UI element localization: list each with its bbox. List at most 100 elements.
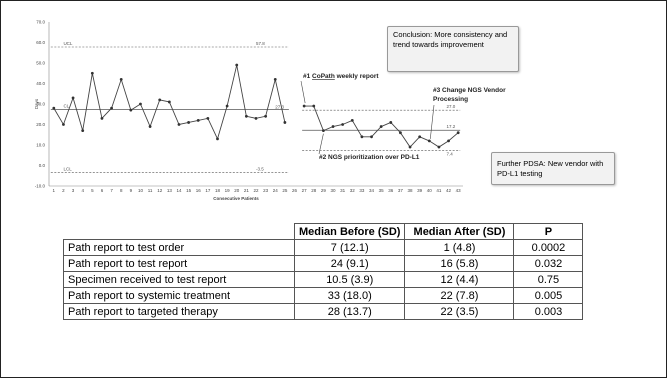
data-point — [100, 116, 104, 120]
median-before-value: 7 (12.1) — [293, 239, 406, 256]
x-tick-label: 33 — [359, 188, 365, 193]
data-point — [119, 78, 123, 81]
x-tick-label: 43 — [456, 188, 462, 193]
table-header-row: Median Before (SD) Median After (SD) P — [63, 223, 584, 240]
p-value: 0.75 — [513, 271, 584, 288]
x-tick-label: 18 — [215, 188, 221, 193]
data-point — [81, 129, 85, 133]
x-tick-label: 27 — [302, 188, 308, 193]
data-point — [312, 104, 316, 108]
ucl-tag-after: 27.0 — [447, 104, 456, 109]
x-tick-label: 25 — [282, 188, 288, 193]
x-tick-label: 1 — [53, 188, 56, 193]
data-point — [187, 121, 191, 124]
x-tick-label: 34 — [369, 188, 375, 193]
x-tick-label: 36 — [388, 188, 394, 193]
data-point — [389, 121, 393, 124]
median-before-value: 33 (18.0) — [293, 287, 406, 304]
x-tick-label: 41 — [436, 188, 442, 193]
x-tick-label: 21 — [244, 188, 250, 193]
x-tick-label: 8 — [120, 188, 123, 193]
y-tick-label: -10.0 — [35, 184, 46, 189]
x-tick-label: 37 — [398, 188, 404, 193]
data-point — [206, 116, 210, 120]
y-tick-label: 30.0 — [36, 102, 45, 107]
control-chart: 70.060.050.040.030.020.010.00.0-10.01 2 3 4… — [34, 20, 506, 202]
annotation-3-arrow — [430, 104, 435, 139]
further-pdsa-callout: Further PDSA: New vendor with PD-L1 test… — [491, 152, 615, 185]
conclusion-callout: Conclusion: More consistency and trend t… — [387, 26, 519, 72]
data-point — [427, 139, 431, 143]
data-point — [254, 116, 258, 120]
data-point — [110, 106, 113, 110]
annotation-1-arrow — [300, 80, 306, 104]
data-point — [302, 104, 306, 108]
data-point — [129, 108, 133, 112]
x-tick-label: 3 — [72, 188, 75, 193]
annotation-1-link: CoPath — [312, 73, 335, 80]
row-label: Path report to test order — [63, 239, 295, 256]
data-point — [177, 123, 181, 126]
x-tick-label: 42 — [446, 188, 452, 193]
p-value: 0.005 — [513, 287, 584, 304]
x-tick-label: 11 — [148, 188, 153, 193]
x-tick-label: 23 — [263, 188, 269, 193]
data-point — [52, 106, 56, 110]
data-point — [273, 78, 277, 81]
x-tick-label: 10 — [138, 188, 144, 193]
data-point — [90, 71, 94, 75]
data-point — [167, 100, 171, 104]
table-corner-cell — [63, 223, 295, 240]
data-point — [196, 119, 200, 122]
x-tick-label: 24 — [273, 188, 279, 193]
x-axis-title: Consecutive Patients — [213, 196, 259, 201]
x-tick-label: 20 — [234, 188, 240, 193]
table-row: Path report to systemic treatment 33 (18… — [63, 287, 584, 304]
lcl-tag-after: 7.4 — [447, 151, 454, 156]
x-tick-label: 30 — [331, 188, 337, 193]
cl-tag-after: 17.2 — [447, 124, 456, 129]
data-point — [321, 129, 325, 133]
y-tick-label: 50.0 — [36, 61, 45, 66]
data-point — [456, 131, 460, 135]
cl-label: CL — [63, 104, 69, 109]
data-point — [225, 104, 229, 108]
x-tick-label: 28 — [311, 188, 317, 193]
header-median-before: Median Before (SD) — [293, 223, 406, 240]
x-tick-label: 14 — [176, 188, 182, 193]
x-tick-label: 7 — [110, 188, 113, 193]
data-point — [437, 145, 441, 149]
median-comparison-table: Median Before (SD) Median After (SD) P P… — [63, 223, 584, 320]
data-point — [408, 145, 412, 149]
data-point — [350, 119, 354, 122]
annotation-2: #2 NGS prioritization over PD-L1 — [319, 154, 420, 161]
data-point — [418, 135, 422, 139]
x-tick-label: 39 — [417, 188, 423, 193]
annotation-1-prefix: #1 — [303, 73, 312, 80]
row-label: Path report to test report — [63, 255, 295, 272]
x-tick-label: 22 — [253, 188, 259, 193]
y-tick-label: 20.0 — [36, 122, 45, 127]
median-after-value: 1 (4.8) — [404, 239, 515, 256]
median-before-value: 28 (13.7) — [293, 303, 406, 320]
ucl-label: UCL — [63, 41, 72, 46]
row-label: Path report to systemic treatment — [63, 287, 295, 304]
annotation-1: #1 CoPath weekly report — [303, 73, 379, 80]
data-point — [216, 137, 219, 141]
y-tick-label: 0.0 — [39, 163, 46, 168]
data-point — [399, 131, 402, 135]
median-before-value: 10.5 (3.9) — [293, 271, 406, 288]
header-median-after: Median After (SD) — [404, 223, 515, 240]
p-value: 0.003 — [513, 303, 584, 320]
x-tick-label: 32 — [350, 188, 356, 193]
data-point — [360, 135, 364, 139]
x-tick-label: 26 — [292, 188, 298, 193]
x-tick-label: 19 — [225, 188, 231, 193]
table-row: Path report to targeted therapy 28 (13.7… — [63, 303, 584, 320]
data-point — [447, 139, 450, 143]
data-point — [341, 123, 345, 126]
data-point — [370, 135, 373, 139]
p-value: 0.0002 — [513, 239, 584, 256]
x-tick-label: 12 — [157, 188, 163, 193]
x-tick-label: 2 — [62, 188, 65, 193]
